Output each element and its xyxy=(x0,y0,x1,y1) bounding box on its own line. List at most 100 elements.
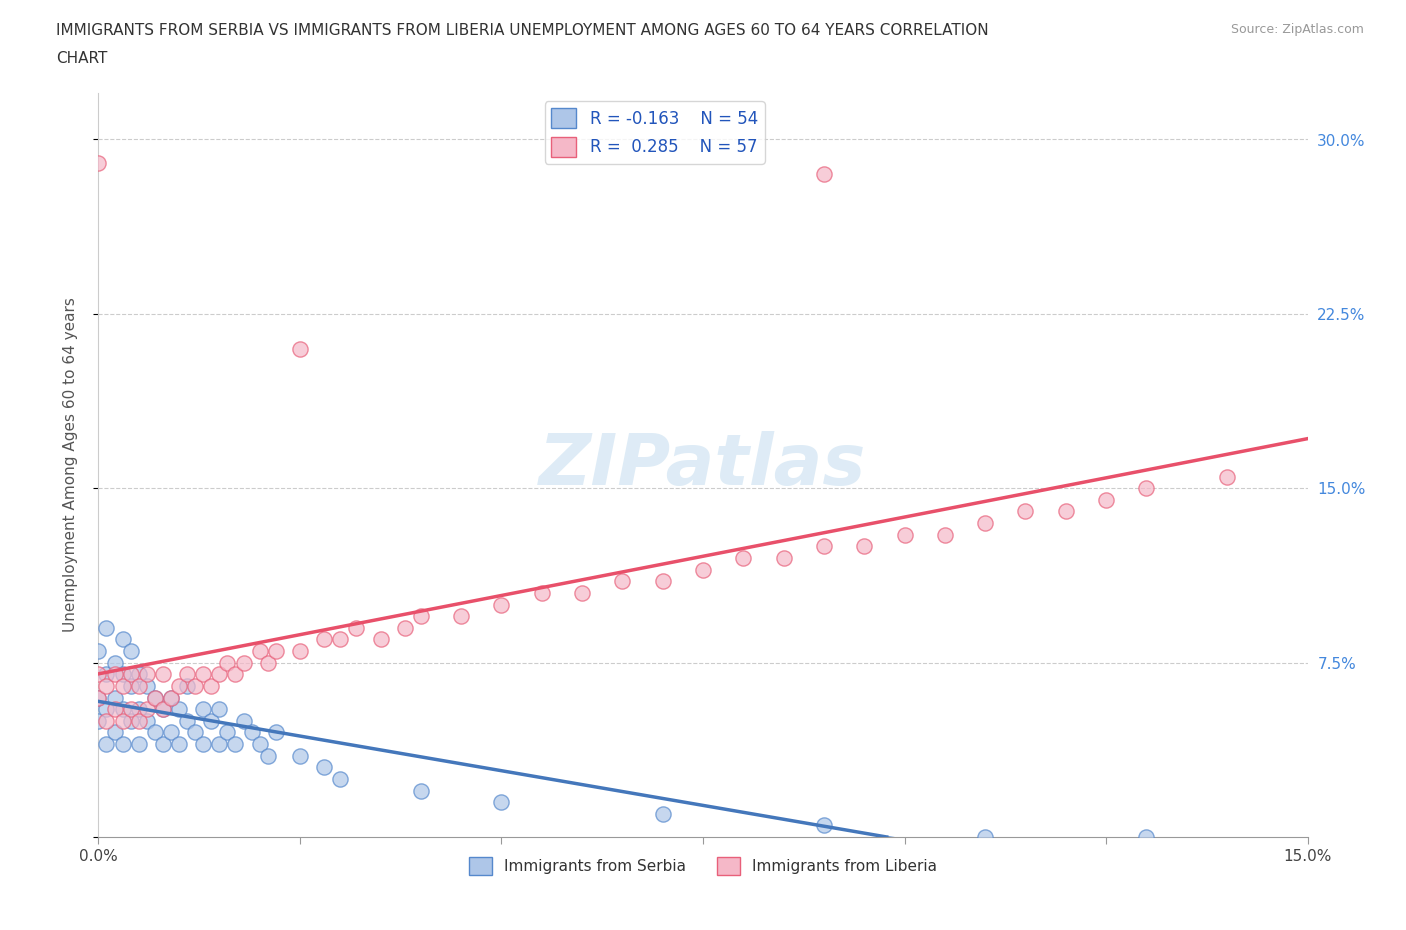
Point xyxy=(143,690,166,705)
Point xyxy=(612,574,634,589)
Point xyxy=(344,620,367,635)
Point xyxy=(1095,493,1118,508)
Point xyxy=(314,760,336,775)
Point xyxy=(249,644,271,658)
Point xyxy=(264,725,287,740)
Point xyxy=(128,667,150,682)
Point xyxy=(571,586,593,601)
Point xyxy=(111,737,134,751)
Point xyxy=(111,679,134,694)
Point xyxy=(733,551,755,565)
Point xyxy=(370,632,392,647)
Point xyxy=(152,737,174,751)
Point xyxy=(200,713,222,728)
Text: ZIPatlas: ZIPatlas xyxy=(540,431,866,499)
Point xyxy=(167,702,190,717)
Point xyxy=(193,702,215,717)
Point xyxy=(288,341,311,356)
Point xyxy=(193,737,215,751)
Point xyxy=(128,702,150,717)
Point xyxy=(491,597,513,612)
Point xyxy=(96,667,118,682)
Point xyxy=(128,713,150,728)
Point xyxy=(394,620,416,635)
Point xyxy=(184,725,207,740)
Point xyxy=(160,690,183,705)
Point xyxy=(217,656,239,671)
Point xyxy=(111,713,134,728)
Point xyxy=(103,725,125,740)
Point xyxy=(813,539,835,554)
Point xyxy=(224,667,246,682)
Y-axis label: Unemployment Among Ages 60 to 64 years: Unemployment Among Ages 60 to 64 years xyxy=(63,298,77,632)
Point xyxy=(176,713,198,728)
Point xyxy=(96,713,118,728)
Point xyxy=(256,748,278,763)
Point xyxy=(224,737,246,751)
Point xyxy=(934,527,956,542)
Point xyxy=(160,690,183,705)
Point xyxy=(1014,504,1036,519)
Point xyxy=(120,702,142,717)
Point xyxy=(288,748,311,763)
Point xyxy=(96,702,118,717)
Point xyxy=(111,632,134,647)
Point xyxy=(135,667,157,682)
Point xyxy=(103,702,125,717)
Point xyxy=(974,830,997,844)
Point xyxy=(128,679,150,694)
Point xyxy=(232,656,254,671)
Point xyxy=(167,679,190,694)
Point xyxy=(120,667,142,682)
Point xyxy=(200,679,222,694)
Point xyxy=(1135,830,1157,844)
Point xyxy=(103,690,125,705)
Point xyxy=(160,725,183,740)
Text: CHART: CHART xyxy=(56,51,108,66)
Point xyxy=(135,702,157,717)
Point xyxy=(208,667,231,682)
Point xyxy=(329,632,352,647)
Point xyxy=(87,667,110,682)
Point xyxy=(288,644,311,658)
Point xyxy=(96,737,118,751)
Point xyxy=(193,667,215,682)
Point xyxy=(409,609,432,624)
Point xyxy=(651,574,673,589)
Point xyxy=(143,725,166,740)
Point xyxy=(87,690,110,705)
Point xyxy=(409,783,432,798)
Point xyxy=(103,667,125,682)
Point xyxy=(152,667,174,682)
Point xyxy=(853,539,876,554)
Point xyxy=(1054,504,1077,519)
Point xyxy=(152,702,174,717)
Point xyxy=(176,679,198,694)
Point xyxy=(314,632,336,647)
Point xyxy=(692,562,714,577)
Point xyxy=(111,702,134,717)
Point xyxy=(87,690,110,705)
Point xyxy=(111,667,134,682)
Point xyxy=(135,713,157,728)
Point xyxy=(208,702,231,717)
Point xyxy=(893,527,915,542)
Point xyxy=(450,609,472,624)
Point xyxy=(813,167,835,182)
Point xyxy=(87,713,110,728)
Point xyxy=(249,737,271,751)
Point xyxy=(120,644,142,658)
Point xyxy=(135,679,157,694)
Text: IMMIGRANTS FROM SERBIA VS IMMIGRANTS FROM LIBERIA UNEMPLOYMENT AMONG AGES 60 TO : IMMIGRANTS FROM SERBIA VS IMMIGRANTS FRO… xyxy=(56,23,988,38)
Point xyxy=(176,667,198,682)
Point xyxy=(329,772,352,787)
Point xyxy=(120,713,142,728)
Legend: Immigrants from Serbia, Immigrants from Liberia: Immigrants from Serbia, Immigrants from … xyxy=(463,851,943,882)
Point xyxy=(974,515,997,530)
Point xyxy=(143,690,166,705)
Point xyxy=(87,155,110,170)
Point xyxy=(530,586,553,601)
Point xyxy=(87,644,110,658)
Point xyxy=(232,713,254,728)
Point xyxy=(217,725,239,740)
